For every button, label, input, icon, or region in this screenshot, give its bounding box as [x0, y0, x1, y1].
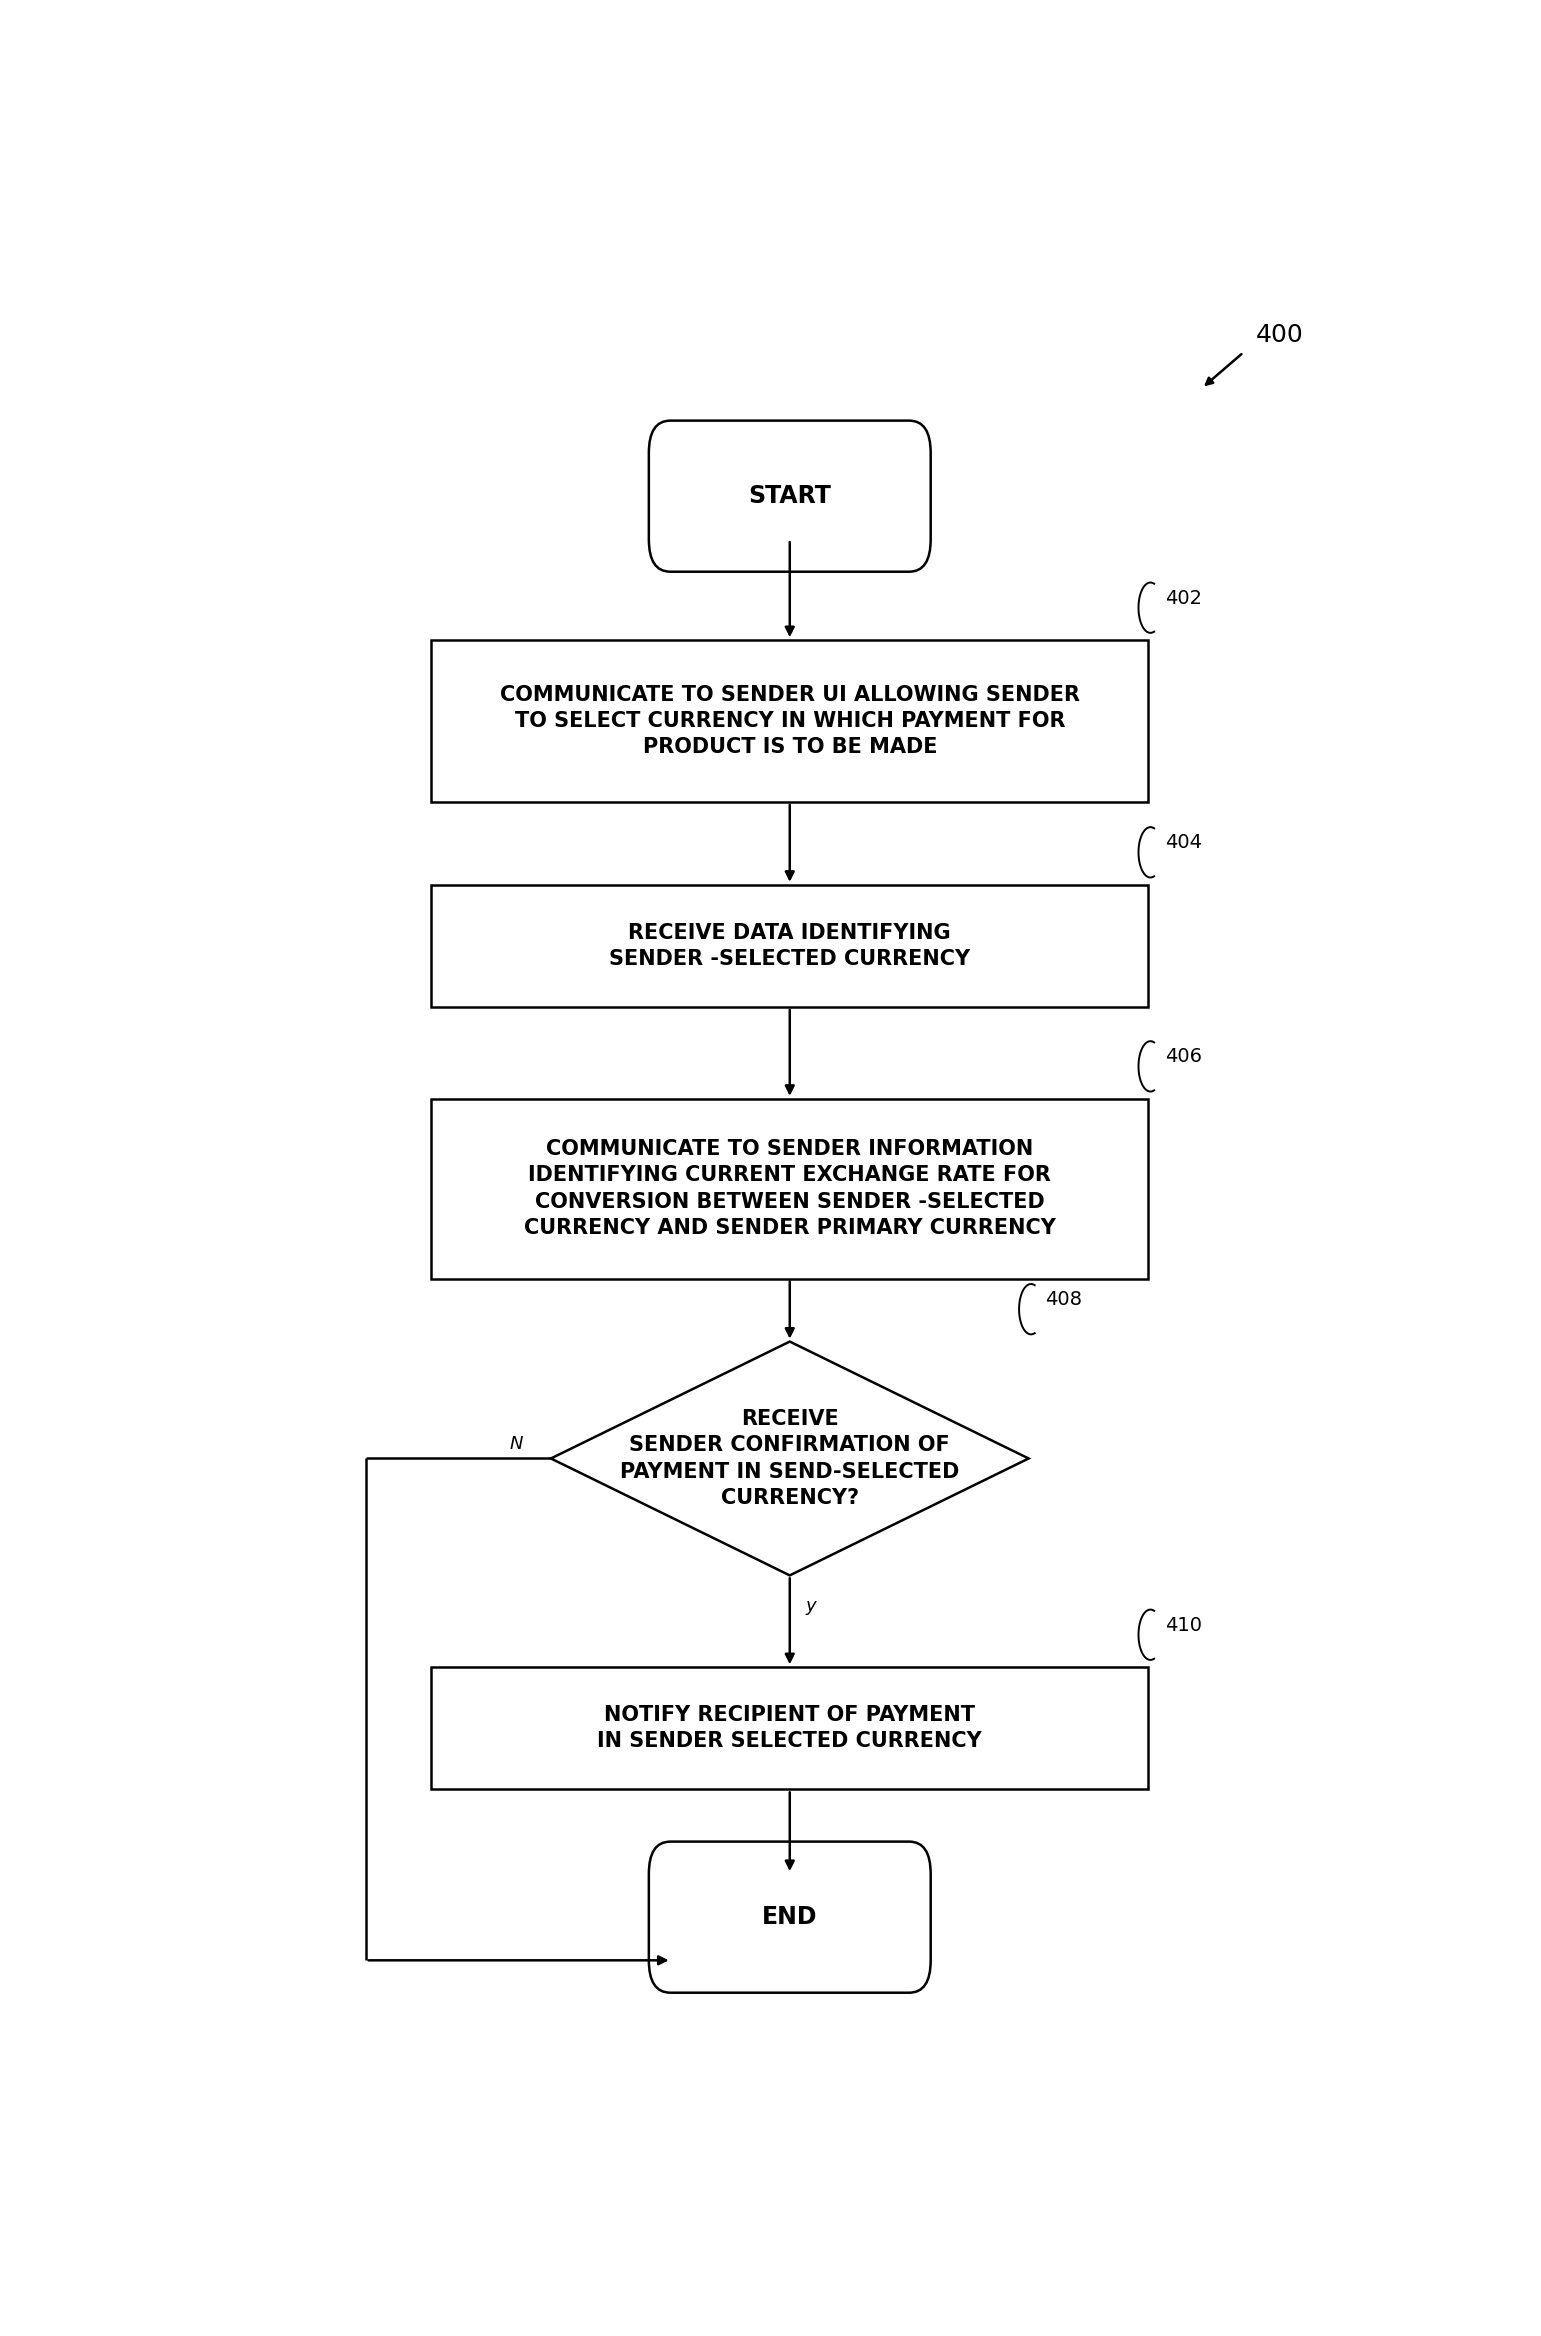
Bar	[431, 1098, 1148, 1278]
Text: 406: 406	[1165, 1047, 1202, 1065]
Text: RECEIVE
SENDER CONFIRMATION OF
PAYMENT IN SEND-SELECTED
CURRENCY?: RECEIVE SENDER CONFIRMATION OF PAYMENT I…	[619, 1409, 960, 1509]
Text: 400: 400	[1256, 322, 1304, 346]
Text: RECEIVE DATA IDENTIFYING
SENDER -SELECTED CURRENCY: RECEIVE DATA IDENTIFYING SENDER -SELECTE…	[609, 923, 971, 969]
Text: START: START	[749, 484, 831, 509]
Text: N: N	[509, 1437, 522, 1453]
Text: 410: 410	[1165, 1617, 1202, 1635]
Text: COMMUNICATE TO SENDER UI ALLOWING SENDER
TO SELECT CURRENCY IN WHICH PAYMENT FOR: COMMUNICATE TO SENDER UI ALLOWING SENDER…	[499, 684, 1080, 757]
Text: 408: 408	[1045, 1289, 1082, 1308]
Bar	[431, 1668, 1148, 1789]
Bar	[431, 640, 1148, 801]
Text: NOTIFY RECIPIENT OF PAYMENT
IN SENDER SELECTED CURRENCY: NOTIFY RECIPIENT OF PAYMENT IN SENDER SE…	[598, 1705, 982, 1752]
Text: 404: 404	[1165, 834, 1202, 853]
Text: 402: 402	[1165, 589, 1202, 607]
Text: END: END	[761, 1906, 818, 1930]
Text: COMMUNICATE TO SENDER INFORMATION
IDENTIFYING CURRENT EXCHANGE RATE FOR
CONVERSI: COMMUNICATE TO SENDER INFORMATION IDENTI…	[524, 1140, 1056, 1238]
FancyBboxPatch shape	[649, 420, 931, 572]
Polygon shape	[552, 1341, 1029, 1574]
Text: y: y	[806, 1598, 815, 1617]
FancyBboxPatch shape	[649, 1841, 931, 1993]
Bar	[431, 885, 1148, 1007]
